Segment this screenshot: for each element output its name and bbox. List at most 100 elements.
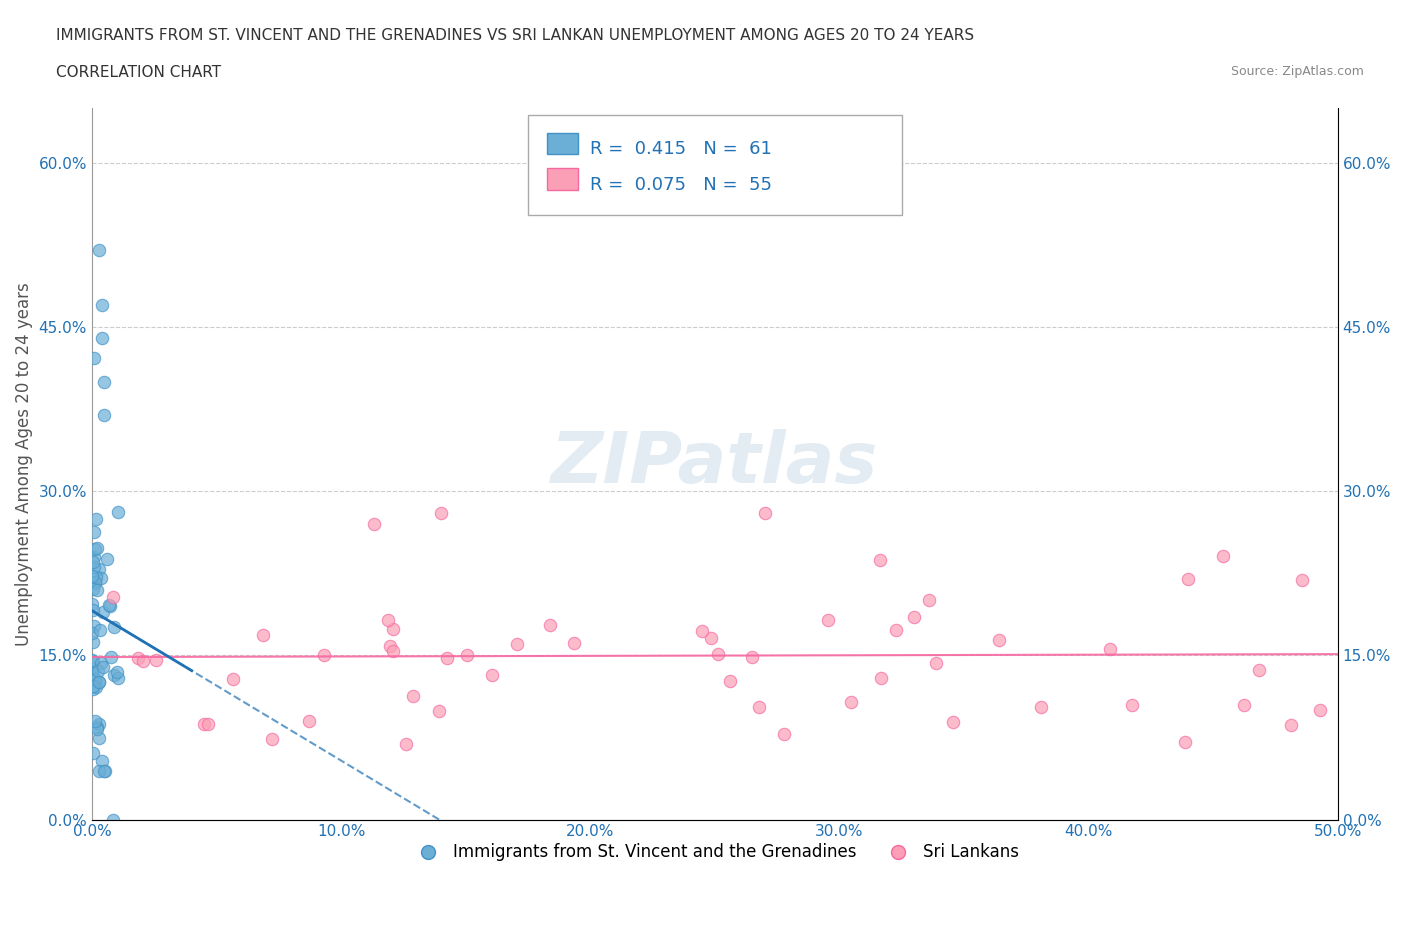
Point	[83, 541, 105, 556]
Point	[86, 512, 108, 526]
Point	[377, 612, 399, 627]
Point	[107, 671, 129, 685]
Point	[380, 639, 402, 654]
Point	[82, 653, 104, 668]
Point	[83, 550, 105, 565]
Point	[98, 599, 121, 614]
FancyBboxPatch shape	[547, 168, 578, 190]
Point	[87, 674, 110, 689]
Point	[83, 671, 105, 686]
Point	[363, 516, 385, 531]
Point	[925, 655, 948, 670]
Point	[1177, 571, 1199, 586]
Point	[145, 653, 167, 668]
Point	[817, 612, 839, 627]
Point	[90, 298, 112, 312]
Point	[107, 505, 129, 520]
Point	[82, 682, 104, 697]
Point	[89, 623, 111, 638]
Point	[93, 407, 115, 422]
Point	[83, 525, 105, 540]
Point	[394, 737, 416, 751]
Point	[506, 637, 529, 652]
Point	[918, 592, 941, 607]
Point	[82, 634, 104, 649]
Text: R =  0.415   N =  61: R = 0.415 N = 61	[591, 140, 772, 158]
Point	[84, 680, 107, 695]
Point	[90, 330, 112, 345]
Point	[1309, 703, 1331, 718]
Point	[80, 666, 103, 681]
Point	[869, 553, 891, 568]
Text: R =  0.075   N =  55: R = 0.075 N = 55	[591, 176, 772, 193]
Point	[101, 590, 124, 604]
Text: IMMIGRANTS FROM ST. VINCENT AND THE GRENADINES VS SRI LANKAN UNEMPLOYMENT AMONG : IMMIGRANTS FROM ST. VINCENT AND THE GREN…	[56, 28, 974, 43]
Point	[97, 597, 120, 612]
Point	[884, 622, 907, 637]
Text: Source: ZipAtlas.com: Source: ZipAtlas.com	[1230, 65, 1364, 78]
Point	[1121, 698, 1143, 712]
Point	[82, 596, 104, 611]
Point	[132, 654, 155, 669]
Point	[193, 717, 215, 732]
Point	[700, 631, 723, 646]
Point	[481, 668, 503, 683]
Point	[538, 618, 561, 632]
Point	[314, 647, 336, 662]
Point	[1174, 735, 1197, 750]
Point	[1029, 699, 1052, 714]
Point	[1247, 663, 1270, 678]
Point	[90, 656, 112, 671]
Point	[82, 653, 104, 668]
Point	[870, 671, 893, 685]
Point	[1279, 718, 1302, 733]
Point	[1098, 642, 1121, 657]
FancyBboxPatch shape	[547, 133, 578, 154]
Point	[82, 568, 104, 583]
Point	[562, 635, 585, 650]
Point	[83, 618, 105, 633]
Point	[839, 695, 862, 710]
Y-axis label: Unemployment Among Ages 20 to 24 years: Unemployment Among Ages 20 to 24 years	[15, 282, 32, 645]
Point	[87, 674, 110, 689]
Point	[82, 555, 104, 570]
Point	[298, 713, 321, 728]
Point	[86, 582, 108, 597]
Point	[402, 689, 425, 704]
Point	[101, 812, 124, 827]
Point	[84, 574, 107, 589]
Point	[382, 644, 405, 658]
Point	[105, 664, 128, 679]
Text: CORRELATION CHART: CORRELATION CHART	[56, 65, 221, 80]
Point	[90, 754, 112, 769]
Point	[82, 678, 104, 693]
Point	[86, 540, 108, 555]
Point	[93, 374, 115, 389]
Point	[87, 717, 110, 732]
Point	[222, 671, 245, 686]
Point	[1212, 549, 1234, 564]
Point	[748, 700, 770, 715]
Point	[84, 570, 107, 585]
Point	[262, 732, 284, 747]
Point	[903, 609, 925, 624]
Point	[1233, 698, 1256, 712]
Point	[87, 561, 110, 576]
Point	[988, 632, 1011, 647]
Point	[427, 703, 450, 718]
Point	[89, 243, 111, 258]
Text: ZIPatlas: ZIPatlas	[551, 430, 879, 498]
Point	[83, 560, 105, 575]
Point	[741, 649, 763, 664]
Legend: Immigrants from St. Vincent and the Grenadines, Sri Lankans: Immigrants from St. Vincent and the Gren…	[404, 837, 1025, 868]
Point	[436, 650, 458, 665]
Point	[718, 673, 741, 688]
Point	[93, 604, 115, 619]
Point	[1291, 573, 1313, 588]
Point	[942, 714, 965, 729]
Point	[87, 730, 110, 745]
Point	[100, 650, 122, 665]
Point	[103, 619, 125, 634]
Point	[82, 603, 104, 618]
Point	[96, 551, 118, 566]
